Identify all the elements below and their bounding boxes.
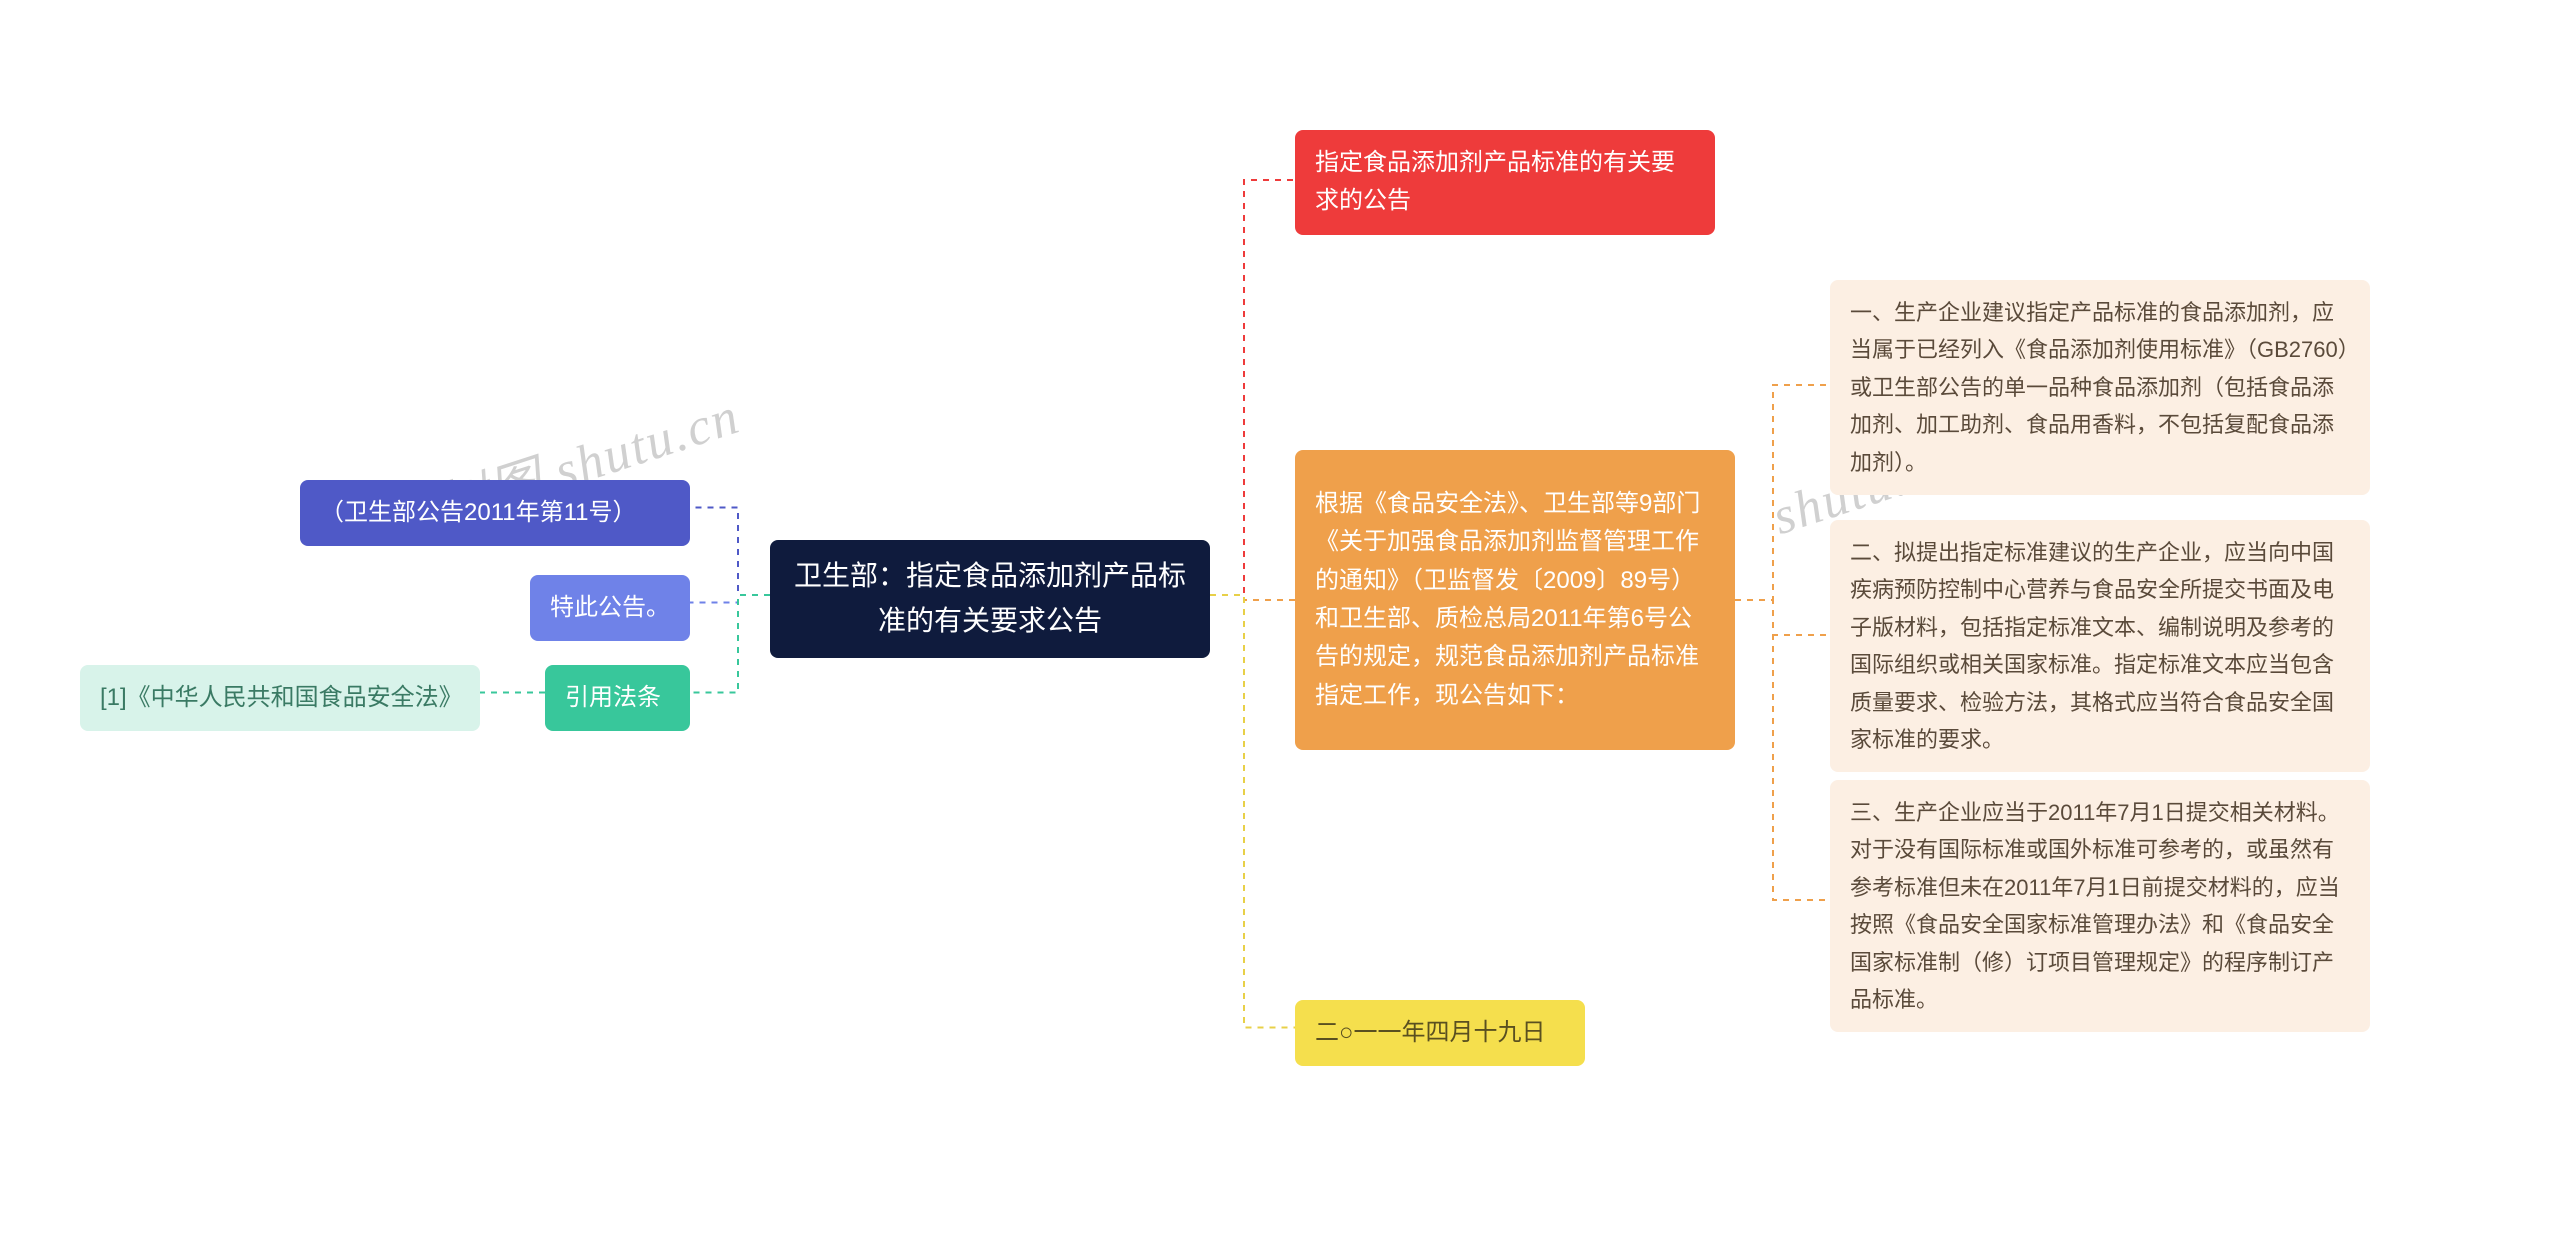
right-node-item-1: 一、生产企业建议指定产品标准的食品添加剂，应当属于已经列入《食品添加剂使用标准》… xyxy=(1830,280,2370,495)
right-node-basis: 根据《食品安全法》、卫生部等9部门《关于加强食品添加剂监督管理工作的通知》（卫监… xyxy=(1295,450,1735,750)
left-node-citations: 引用法条 xyxy=(545,665,690,731)
left-node-bulletin-no: （卫生部公告2011年第11号） xyxy=(300,480,690,546)
right-node-title: 指定食品添加剂产品标准的有关要求的公告 xyxy=(1295,130,1715,235)
center-node: 卫生部：指定食品添加剂产品标准的有关要求公告 xyxy=(770,540,1210,658)
right-node-item-3: 三、生产企业应当于2011年7月1日提交相关材料。对于没有国际标准或国外标准可参… xyxy=(1830,780,2370,1032)
left-node-citation-1: [1]《中华人民共和国食品安全法》 xyxy=(80,665,480,731)
right-node-date: 二○一一年四月十九日 xyxy=(1295,1000,1585,1066)
left-node-hereby: 特此公告。 xyxy=(530,575,690,641)
right-node-item-2: 二、拟提出指定标准建议的生产企业，应当向中国疾病预防控制中心营养与食品安全所提交… xyxy=(1830,520,2370,772)
